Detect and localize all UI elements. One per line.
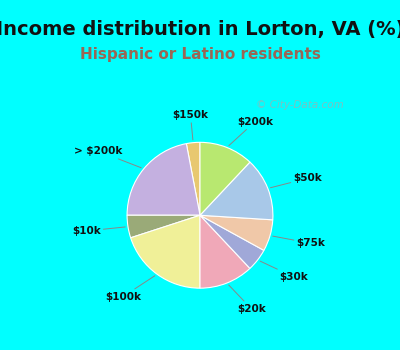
Text: $200k: $200k [229,117,273,146]
Text: $75k: $75k [273,236,326,248]
Wedge shape [131,215,200,288]
Wedge shape [200,215,264,268]
Text: $50k: $50k [270,173,322,188]
Wedge shape [200,215,250,288]
Text: Hispanic or Latino residents: Hispanic or Latino residents [80,47,320,62]
Wedge shape [127,215,200,238]
Wedge shape [127,144,200,215]
Wedge shape [186,142,200,215]
Text: $150k: $150k [172,110,208,140]
Text: $20k: $20k [229,285,266,314]
Wedge shape [200,162,273,220]
Text: > $200k: > $200k [74,146,141,168]
Text: $30k: $30k [260,261,308,282]
Text: $10k: $10k [72,226,125,236]
Wedge shape [200,215,273,250]
Text: Income distribution in Lorton, VA (%): Income distribution in Lorton, VA (%) [0,20,400,39]
Text: © City-Data.com: © City-Data.com [256,100,344,110]
Text: $100k: $100k [105,276,155,302]
Wedge shape [200,142,250,215]
